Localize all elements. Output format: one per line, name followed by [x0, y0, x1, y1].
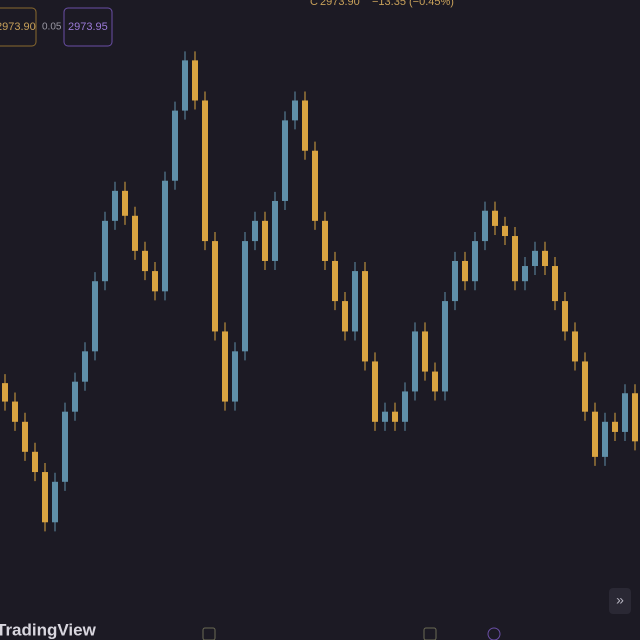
candle-body — [292, 100, 298, 121]
candle-body — [612, 421, 618, 432]
candle-body — [152, 271, 158, 292]
ohlc-close-label: C — [310, 0, 318, 8]
candle-body — [12, 401, 18, 422]
candle-body — [2, 383, 8, 402]
candle-body — [622, 393, 628, 432]
candle-body — [492, 210, 498, 226]
candle-body — [282, 120, 288, 201]
ohlc-close: 2973.90 — [320, 0, 360, 8]
candle-body — [432, 371, 438, 392]
candle-body — [452, 260, 458, 302]
candle-body — [252, 220, 258, 242]
candle-body — [332, 260, 338, 302]
candle-body — [132, 215, 138, 251]
event-marker[interactable] — [423, 627, 437, 640]
candle-body — [552, 266, 558, 302]
candle-body — [322, 220, 328, 261]
candle-body — [632, 393, 638, 442]
candle-body — [362, 271, 368, 362]
candle-body — [192, 60, 198, 101]
candle-body — [382, 411, 388, 422]
candle-body — [342, 301, 348, 332]
candle-body — [122, 190, 128, 216]
candle-body — [502, 225, 508, 237]
candle-body — [572, 331, 578, 362]
candle-body — [72, 381, 78, 412]
ohlc-change: −13.35 (−0.45%) — [372, 0, 454, 8]
candle-body — [512, 236, 518, 282]
candle-body — [302, 100, 308, 151]
event-marker[interactable] — [487, 627, 501, 640]
bid-button[interactable] — [0, 7, 37, 47]
candle-body — [312, 150, 318, 221]
candle-body — [352, 271, 358, 332]
candle-body — [102, 220, 108, 282]
candle-body — [52, 481, 58, 523]
candle-body — [532, 250, 538, 267]
candle-body — [372, 361, 378, 422]
candle-body — [62, 411, 68, 482]
candle-body — [472, 241, 478, 282]
bid-price[interactable]: 2973.90 — [0, 21, 36, 33]
candle-body — [462, 260, 468, 282]
scroll-button-label[interactable]: » — [616, 592, 624, 608]
candle-body — [562, 301, 568, 332]
ask-button[interactable] — [63, 7, 113, 47]
candle-body — [202, 100, 208, 242]
candle-body — [392, 411, 398, 422]
candle-body — [602, 421, 608, 457]
spread: 0.05 — [42, 22, 62, 33]
candle-body — [112, 190, 118, 221]
candle-body — [582, 361, 588, 412]
brand-logo[interactable]: TradingView — [0, 620, 97, 639]
candle-body — [42, 472, 48, 523]
candle-body — [212, 241, 218, 332]
candle-body — [242, 241, 248, 352]
candle-body — [162, 180, 168, 292]
candle-body — [232, 351, 238, 402]
candle-body — [442, 301, 448, 392]
candle-body — [262, 220, 268, 261]
candle-body — [542, 250, 548, 267]
candle-body — [32, 451, 38, 473]
candle-body — [272, 200, 278, 261]
candle-body — [172, 110, 178, 181]
candle-body — [482, 210, 488, 242]
candle-body — [402, 391, 408, 422]
candle-body — [142, 250, 148, 272]
candle-body — [222, 331, 228, 402]
candle-body — [522, 266, 528, 282]
event-marker[interactable] — [202, 627, 216, 640]
scroll-button[interactable] — [609, 588, 631, 614]
candle-body — [92, 281, 98, 352]
candles — [2, 51, 638, 532]
candle-body — [592, 411, 598, 457]
candle-body — [82, 351, 88, 382]
candle-body — [22, 421, 28, 452]
candle-body — [422, 331, 428, 372]
candle-body — [182, 60, 188, 111]
candle-body — [412, 331, 418, 392]
ask-price[interactable]: 2973.95 — [68, 21, 108, 33]
